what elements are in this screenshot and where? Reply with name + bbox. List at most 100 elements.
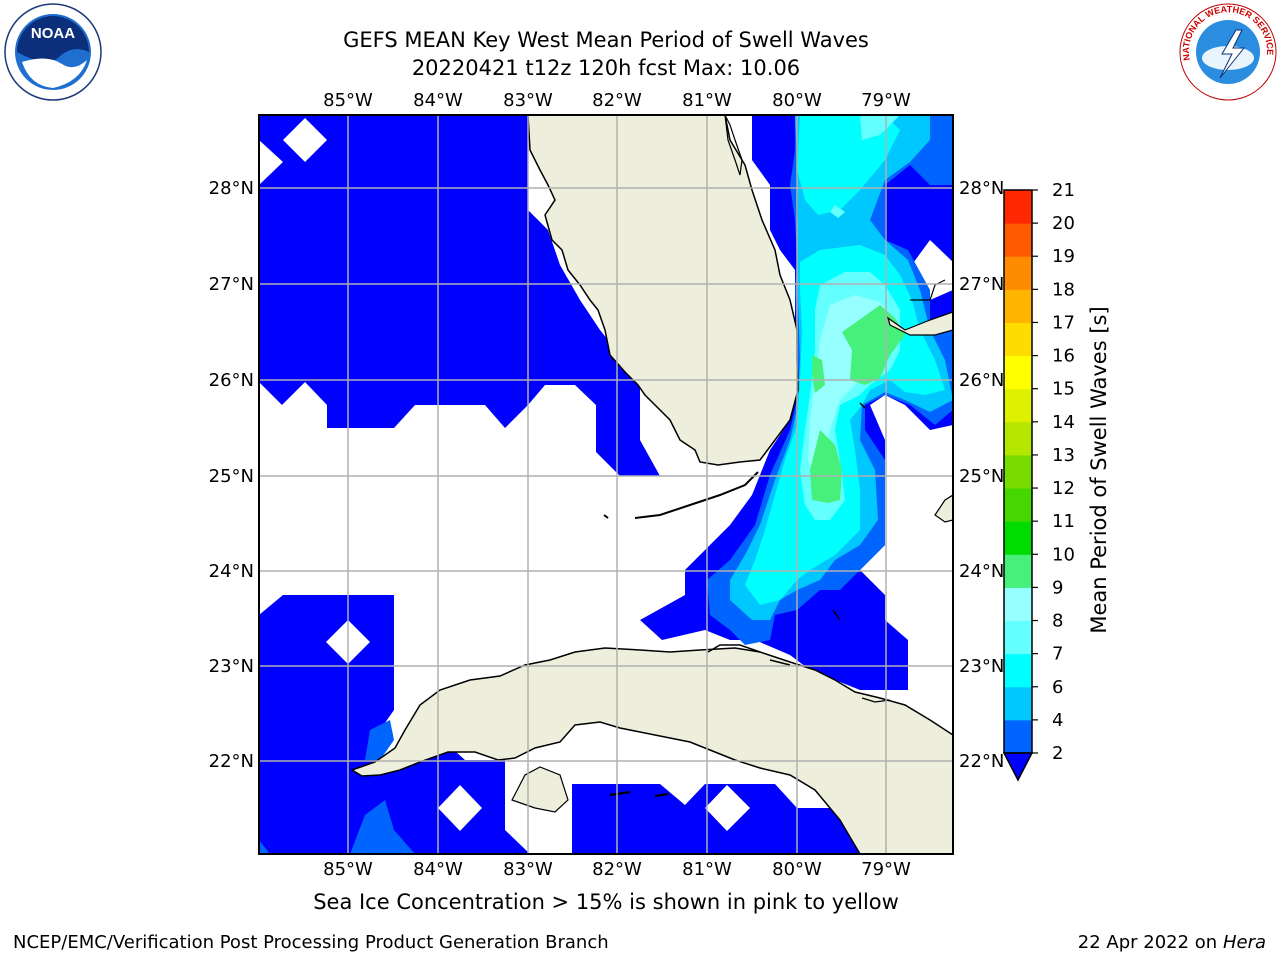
cay-sal-islet xyxy=(832,609,841,621)
lon-label: 79°W xyxy=(861,859,911,880)
lon-label: 79°W xyxy=(861,90,911,111)
colorbar-label: Mean Period of Swell Waves [s] xyxy=(1087,306,1111,633)
colorbar-tick-label: 9 xyxy=(1052,577,1063,598)
cuba-coast-detail xyxy=(861,697,891,703)
colorbar xyxy=(1002,189,1034,782)
longitude-labels-bottom: 85°W 84°W 83°W 82°W 81°W 80°W 79°W xyxy=(323,859,911,880)
lat-label: 26°N xyxy=(209,370,254,391)
lon-label: 80°W xyxy=(772,90,822,111)
lon-label: 85°W xyxy=(323,859,373,880)
sea-ice-footnote: Sea Ice Concentration > 15% is shown in … xyxy=(313,890,899,914)
lon-label: 82°W xyxy=(592,90,642,111)
lat-label: 27°N xyxy=(959,274,1004,295)
cuba-northern-cays xyxy=(707,644,791,666)
florida-land xyxy=(527,115,799,466)
lon-label: 83°W xyxy=(503,90,553,111)
lon-label: 81°W xyxy=(682,90,732,111)
colorbar-tick-label: 16 xyxy=(1052,346,1075,367)
colorbar-segment xyxy=(1004,686,1032,721)
lat-label: 25°N xyxy=(209,466,254,487)
colorbar-segment xyxy=(1004,256,1032,290)
colorbar-tick-label: 7 xyxy=(1052,644,1063,665)
colorbar-tick-label: 8 xyxy=(1052,611,1063,632)
colorbar-segment xyxy=(1004,488,1032,522)
host-name: Hera xyxy=(1222,932,1266,953)
colorbar-segment xyxy=(1004,554,1032,588)
swell-class-9-10 xyxy=(810,305,905,503)
swell-class-2-4-patch xyxy=(350,800,415,854)
colorbar-segment xyxy=(1004,421,1032,456)
swell-class-2-4-patch xyxy=(259,840,270,854)
colorbar-segment xyxy=(1004,388,1032,423)
colorbar-tick-label: 4 xyxy=(1052,710,1063,731)
lat-label: 23°N xyxy=(209,656,254,677)
date-credit-text: 22 Apr 2022 on xyxy=(1077,932,1223,953)
date-credit: 22 Apr 2022 on Hera xyxy=(1078,932,1266,953)
lat-label: 24°N xyxy=(209,561,254,582)
colorbar-tick-label: 14 xyxy=(1052,412,1075,433)
grand-bahama-land xyxy=(886,311,953,336)
florida-coastline-detail xyxy=(724,115,743,176)
colorbar-tick-label: 19 xyxy=(1052,246,1075,267)
lon-label: 82°W xyxy=(592,859,642,880)
latitude-labels-right: 28°N 27°N 26°N 25°N 24°N 23°N 22°N xyxy=(959,178,1004,772)
colorbar-segment xyxy=(1004,653,1032,688)
colorbar-tick-label: 20 xyxy=(1052,213,1075,234)
colorbar-tick-label: 18 xyxy=(1052,279,1075,300)
lat-label: 25°N xyxy=(959,466,1004,487)
colorbar-tick-label: 13 xyxy=(1052,445,1075,466)
lat-label: 22°N xyxy=(959,751,1004,772)
colorbar-tick-label: 21 xyxy=(1052,180,1075,201)
lat-label: 22°N xyxy=(209,751,254,772)
no-data-patch xyxy=(438,785,482,831)
noaa-logo: NOAA xyxy=(4,3,102,101)
no-data-patch xyxy=(705,785,750,831)
map-gridlines xyxy=(259,115,953,854)
lat-label: 28°N xyxy=(959,178,1004,199)
lon-label: 84°W xyxy=(413,90,463,111)
colorbar-segment xyxy=(1004,620,1032,655)
swell-class-7-8-patch xyxy=(830,205,845,218)
lat-label: 27°N xyxy=(209,274,254,295)
lon-label: 84°W xyxy=(413,859,463,880)
colorbar-tick-label: 6 xyxy=(1052,677,1063,698)
colorbar-tick-label: 12 xyxy=(1052,478,1075,499)
lat-label: 23°N xyxy=(959,656,1004,677)
lon-label: 85°W xyxy=(323,90,373,111)
colorbar-tick-label: 15 xyxy=(1052,379,1075,400)
colorbar-tick-label: 10 xyxy=(1052,544,1075,565)
colorbar-segment xyxy=(1004,521,1032,555)
colorbar-segment xyxy=(1004,289,1032,323)
map-plot-area xyxy=(259,115,953,854)
andros-land xyxy=(934,494,953,523)
lon-label: 83°W xyxy=(503,859,553,880)
florida-keys xyxy=(634,471,759,519)
no-data-patch xyxy=(259,140,283,185)
lon-label: 80°W xyxy=(772,859,822,880)
lat-label: 24°N xyxy=(959,561,1004,582)
producer-credit: NCEP/EMC/Verification Post Processing Pr… xyxy=(13,932,609,953)
colorbar-tick-label: 11 xyxy=(1052,511,1075,532)
florida-keys-islet xyxy=(603,514,609,519)
cuba-southern-cays xyxy=(609,790,669,798)
colorbar-segment xyxy=(1004,223,1032,257)
map-frame xyxy=(258,114,954,855)
colorbar-segment xyxy=(1004,587,1032,622)
bahamas-coastline xyxy=(910,279,946,301)
map-title: GEFS MEAN Key West Mean Period of Swell … xyxy=(343,28,869,52)
colorbar-under-extension xyxy=(1002,752,1034,782)
swell-class-2-4-patch xyxy=(365,720,394,760)
colorbar-frame xyxy=(1003,189,1033,754)
lat-label: 28°N xyxy=(209,178,254,199)
swell-low-north-gulf xyxy=(259,115,660,476)
bahamas-islet xyxy=(859,402,866,409)
lat-label: 26°N xyxy=(959,370,1004,391)
colorbar-segment xyxy=(1004,355,1032,390)
colorbar-segment xyxy=(1004,454,1032,489)
latitude-labels-left: 28°N 27°N 26°N 25°N 24°N 23°N 22°N xyxy=(209,178,254,772)
colorbar-tick-label: 2 xyxy=(1052,743,1063,764)
colorbar-segment xyxy=(1004,719,1032,754)
colorbar-segment xyxy=(1004,322,1032,357)
map-subtitle: 20220421 t12z 120h fcst Max: 10.06 xyxy=(411,56,801,80)
